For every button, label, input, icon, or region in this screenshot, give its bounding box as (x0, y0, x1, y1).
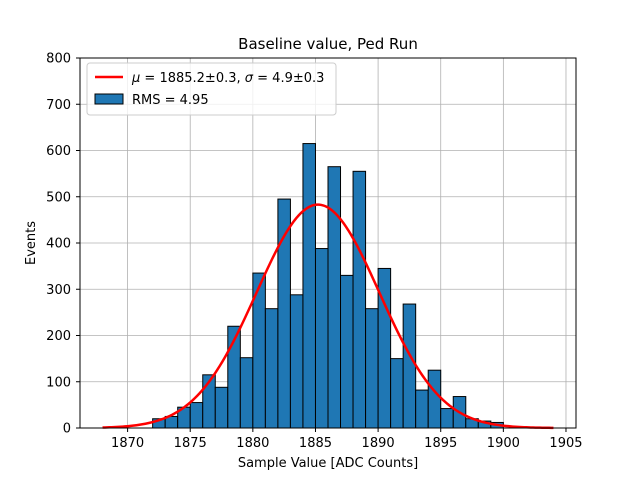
histogram-bars (152, 143, 504, 429)
histogram-bar (264, 308, 279, 429)
axis-ticks: 1870 1875 1880 1885 1890 1895 1900 1905 0 100 200 3… (46, 52, 582, 452)
legend-histogram-label: RMS = 4.95 (132, 93, 209, 108)
x-tick-label: 1900 (487, 436, 520, 451)
fit-curve-layer (102, 203, 554, 430)
histogram-bar (327, 166, 342, 429)
x-axis-label: Sample Value [ADC Counts] (238, 456, 418, 471)
y-tick-label: 100 (46, 375, 71, 390)
legend-box (86, 62, 337, 116)
histogram-bar (189, 402, 204, 429)
legend-histogram-swatch (94, 93, 124, 105)
x-tick-label: 1870 (111, 436, 144, 451)
x-tick-label: 1895 (424, 436, 457, 451)
histogram-bar (214, 386, 229, 429)
y-tick-label: 500 (46, 190, 71, 205)
y-tick-label: 800 (46, 52, 71, 67)
y-tick-label: 700 (46, 98, 71, 113)
legend: μ = 1885.2±0.3, σ = 4.9±0.3 RMS = 4.95 (86, 62, 337, 116)
legend-mu-symbol: μ (131, 71, 140, 86)
legend-mu-value: = 1885.2±0.3, (140, 71, 244, 86)
histogram-bar (239, 357, 254, 429)
histogram-bar (415, 389, 429, 429)
gaussian-fit-curve (102, 203, 554, 430)
histogram-bar (314, 248, 329, 429)
y-tick-label: 0 (63, 422, 71, 437)
histogram-bar (402, 303, 417, 429)
y-axis-label: Events (24, 221, 39, 265)
histogram-bar (440, 408, 454, 429)
histogram-bar (352, 170, 367, 429)
histogram-bar (289, 294, 304, 429)
y-tick-label: 600 (46, 144, 71, 159)
x-tick-label: 1890 (362, 436, 395, 451)
legend-sigma-value: = 4.9±0.3 (253, 71, 324, 86)
y-tick-label: 200 (46, 329, 71, 344)
chart-title: Baseline value, Ped Run (238, 35, 418, 53)
legend-sigma-symbol: σ (245, 71, 254, 86)
x-tick-label: 1905 (549, 436, 582, 451)
histogram-bar (340, 274, 354, 429)
histogram-bar (427, 369, 442, 429)
histogram-bar (390, 358, 404, 429)
histogram-bar (277, 198, 291, 429)
x-tick-label: 1885 (299, 436, 332, 451)
x-tick-label: 1880 (236, 436, 269, 451)
y-tick-label: 400 (46, 237, 71, 252)
legend-fit-label: μ = 1885.2±0.3, σ = 4.9±0.3 (131, 71, 324, 86)
histogram-bar (365, 308, 379, 429)
histogram-bar (302, 143, 316, 429)
y-tick-label: 300 (46, 283, 71, 298)
x-tick-label: 1875 (174, 436, 207, 451)
